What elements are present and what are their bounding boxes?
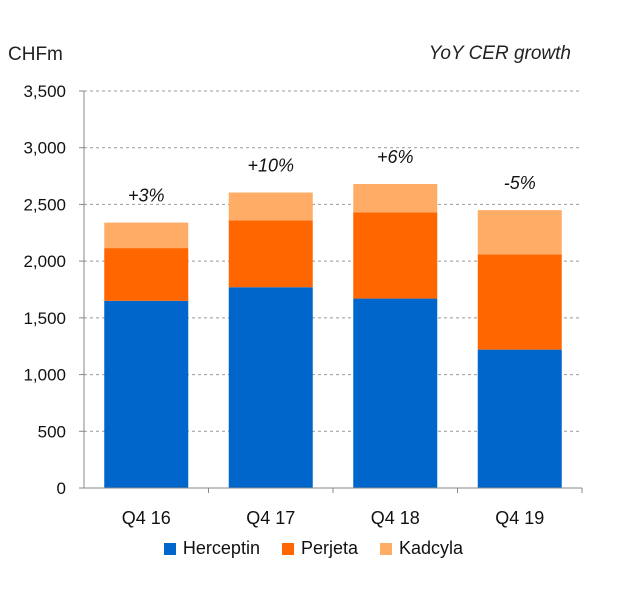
legend-label-herceptin: Herceptin xyxy=(182,538,260,558)
legend-item-herceptin: Herceptin xyxy=(163,538,260,559)
legend-label-kadcyla: Kadcyla xyxy=(399,538,464,558)
growth-label: -5% xyxy=(504,173,536,193)
bar-herceptin-q4-18 xyxy=(353,298,438,488)
x-tick-label: Q4 19 xyxy=(495,508,544,528)
y-tick-label: 2,500 xyxy=(23,195,66,214)
y-tick-label: 1,000 xyxy=(23,366,66,385)
bar-kadcyla-q4-18 xyxy=(353,184,438,213)
y-axis-label: CHFm xyxy=(8,44,63,65)
x-tick-label: Q4 17 xyxy=(246,508,295,528)
x-tick-label: Q4 16 xyxy=(122,508,171,528)
y-tick-label: 3,500 xyxy=(23,82,66,101)
bar-kadcyla-q4-17 xyxy=(228,192,313,221)
growth-annotation-title: YoY CER growth xyxy=(428,43,571,64)
bar-kadcyla-q4-19 xyxy=(477,210,562,255)
bar-perjeta-q4-18 xyxy=(353,212,438,299)
bar-herceptin-q4-16 xyxy=(104,300,189,488)
y-tick-label: 2,000 xyxy=(23,252,66,271)
growth-label: +6% xyxy=(377,147,414,167)
bars xyxy=(104,184,562,488)
growth-label: +3% xyxy=(128,186,165,206)
legend-swatch-kadcyla xyxy=(380,542,393,555)
legend-item-perjeta: Perjeta xyxy=(281,538,359,559)
growth-label: +10% xyxy=(247,156,294,176)
y-tick-label: 3,000 xyxy=(23,139,66,158)
labels: 0 500 1,000 1,500 2,000 2,500 3,000 3,500 Q4 16 +… xyxy=(23,82,544,528)
legend: Herceptin Perjeta Kadcyla xyxy=(0,538,627,559)
bar-herceptin-q4-17 xyxy=(228,287,313,488)
bar-perjeta-q4-19 xyxy=(477,254,562,350)
legend-item-kadcyla: Kadcyla xyxy=(380,538,463,559)
legend-swatch-herceptin xyxy=(163,542,176,555)
y-tick-label: 500 xyxy=(38,422,66,441)
legend-swatch-perjeta xyxy=(281,542,294,555)
y-tick-label: 0 xyxy=(57,479,66,498)
bar-herceptin-q4-19 xyxy=(477,349,562,488)
legend-label-perjeta: Perjeta xyxy=(300,538,359,558)
bar-perjeta-q4-17 xyxy=(228,220,313,288)
x-tick-label: Q4 18 xyxy=(371,508,420,528)
bar-perjeta-q4-16 xyxy=(104,248,189,301)
y-tick-label: 1,500 xyxy=(23,309,66,328)
bar-kadcyla-q4-16 xyxy=(104,222,189,249)
